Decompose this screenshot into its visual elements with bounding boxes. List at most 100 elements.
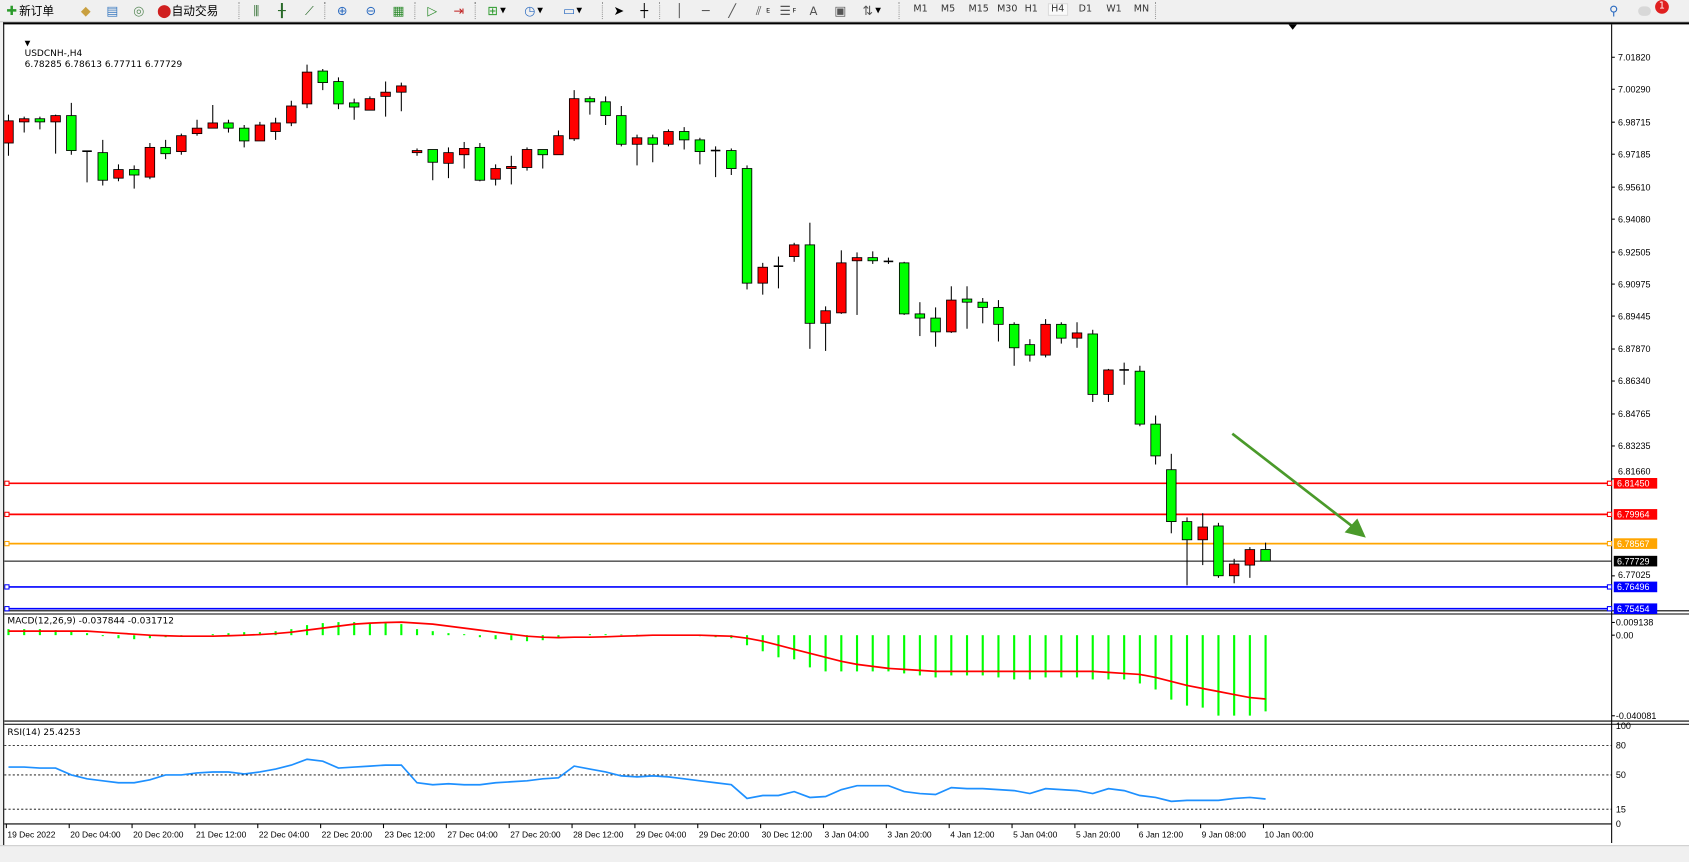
candle <box>506 155 517 185</box>
toolbar: ✚ 新订单 ◆ ▤ ◎ ⬤ 自动交易 ⫼ ╂ ⟋ ⊕ ⊖ ▦ ▷ ⇥ ⊞ ▼ ◷ ▼… <box>0 0 1689 23</box>
trendline-tool[interactable]: ╱ <box>725 2 740 19</box>
candle-body <box>1150 423 1161 457</box>
candle-body <box>521 149 533 168</box>
timeframe-m30[interactable]: M30 <box>997 4 1018 15</box>
horizontal-line-tool[interactable]: ─ <box>698 2 713 19</box>
time-tick-label: 29 Dec 20:00 <box>699 830 750 840</box>
fibonacci-tool[interactable]: ☰ F <box>778 2 796 19</box>
templates-button[interactable]: ▭ ▼ <box>562 2 582 19</box>
toolbar-separator <box>414 2 417 20</box>
auto-scroll-button[interactable]: ▷ <box>425 2 440 19</box>
chart-header: ▼ USDCNH-,H4 6.78285 6.78613 6.77711 6.7… <box>7 28 183 81</box>
zoom-out-button[interactable]: ⊖ <box>363 2 378 19</box>
candle-body <box>726 150 737 169</box>
time-tick-label: 4 Jan 12:00 <box>950 830 995 840</box>
text-tool[interactable]: A <box>810 2 818 19</box>
candle <box>427 149 438 181</box>
candle <box>710 146 721 178</box>
price-label-box <box>1613 478 1658 489</box>
candle <box>726 148 737 176</box>
chart-window[interactable]: 7.01820 7.00290 6.98715 6.97185 6.95610 6.940… <box>3 22 1689 848</box>
line-chart-button[interactable]: ⟋ <box>302 2 317 19</box>
navigator-button[interactable]: ◎ <box>131 2 146 19</box>
auto-trading-button[interactable]: ⬤ 自动交易 <box>157 2 218 19</box>
candlestick-chart-button[interactable]: ╂ <box>274 2 289 19</box>
candle-body <box>993 306 1004 325</box>
time-tick-label: 22 Dec 20:00 <box>322 830 373 840</box>
price-tick-label: 6.90975 <box>1618 279 1651 289</box>
chat-bubble-icon[interactable] <box>1638 6 1651 16</box>
timeframe-h1[interactable]: H1 <box>1024 4 1038 15</box>
rsi-tick-label: 15 <box>1616 804 1626 814</box>
periods-button[interactable]: ◷ ▼ <box>522 2 543 19</box>
crosshair-tool[interactable]: ┼ <box>637 2 652 19</box>
candle <box>333 77 344 110</box>
data-window-button[interactable]: ▤ <box>105 2 120 19</box>
new-order-icon: ✚ <box>6 3 17 19</box>
candle-body <box>804 244 816 324</box>
chart-canvas[interactable]: 7.01820 7.00290 6.98715 6.97185 6.95610 6.940… <box>4 24 1689 847</box>
candle <box>1024 339 1036 362</box>
arrows-icon: ⇅ <box>862 3 874 19</box>
timeframe-m5[interactable]: M5 <box>940 4 956 15</box>
timeframe-h4[interactable]: H4 <box>1047 3 1068 16</box>
cursor-tool[interactable]: ➤ <box>611 2 626 19</box>
macd-title: MACD(12,26,9) -0.037844 -0.031712 <box>7 616 175 627</box>
price-tick-label: 6.81660 <box>1618 467 1651 477</box>
vertical-line-icon: │ <box>675 3 684 19</box>
horizontal-line-icon: ─ <box>701 3 710 19</box>
toolbar-separator <box>238 2 241 20</box>
trend-arrow-shaft <box>1231 432 1359 532</box>
candle <box>1213 522 1224 578</box>
tile-windows-button[interactable]: ▦ <box>391 2 406 19</box>
rsi-tick-label: 50 <box>1616 770 1626 780</box>
candle-body <box>176 135 187 153</box>
timeframe-m1[interactable]: M1 <box>913 4 928 15</box>
chart-menu-icon[interactable]: ▼ <box>24 39 31 48</box>
time-tick-label: 29 Dec 04:00 <box>636 830 687 840</box>
candle <box>741 165 753 290</box>
candle-body <box>757 266 768 284</box>
bar-chart-button[interactable]: ⫼ <box>249 2 264 19</box>
text-label-tool[interactable]: ▣ <box>833 2 848 19</box>
candle-body <box>788 244 800 258</box>
candle <box>930 307 941 347</box>
new-order-button[interactable]: ✚ 新订单 <box>4 2 54 19</box>
line-handle <box>1606 540 1613 547</box>
candle <box>914 302 926 337</box>
search-button[interactable]: ⚲ <box>1606 2 1621 19</box>
candle <box>396 82 407 112</box>
candle <box>1228 558 1240 584</box>
line-handle <box>1606 511 1613 518</box>
line-handle <box>4 511 10 518</box>
price-tick-label: 6.77025 <box>1618 570 1651 580</box>
time-tick-label: 5 Jan 20:00 <box>1076 830 1121 840</box>
tile-windows-icon: ▦ <box>392 3 405 19</box>
chart-shift-button[interactable]: ⇥ <box>451 2 466 19</box>
candle <box>1181 517 1193 586</box>
candle <box>1119 362 1129 385</box>
candle-body <box>961 298 973 303</box>
candle <box>663 129 674 147</box>
market-watch-button[interactable]: ◆ <box>78 2 93 19</box>
equidistant-channel-tool[interactable]: ⫽ E <box>751 2 770 19</box>
timeframe-m15[interactable]: M15 <box>968 4 989 15</box>
timeframe-d1[interactable]: D1 <box>1078 4 1093 15</box>
candle-body <box>490 168 501 180</box>
candle <box>458 141 470 169</box>
candle <box>961 286 973 329</box>
candle <box>443 147 454 179</box>
candle <box>1244 547 1256 578</box>
candle-body <box>1228 563 1240 577</box>
vertical-line-tool[interactable]: │ <box>672 2 687 19</box>
candle-body <box>1087 333 1098 395</box>
zoom-in-button[interactable]: ⊕ <box>335 2 350 19</box>
timeframe-w1[interactable]: W1 <box>1106 4 1122 15</box>
candle-body <box>1244 549 1256 566</box>
indicators-button[interactable]: ⊞ ▼ <box>485 2 505 19</box>
candle-body <box>333 81 344 105</box>
timeframe-mn[interactable]: MN <box>1133 4 1150 15</box>
macd-signal-line <box>8 621 1266 700</box>
price-tick-label: 7.00290 <box>1618 84 1651 94</box>
arrows-tool[interactable]: ⇅ ▼ <box>860 2 880 19</box>
